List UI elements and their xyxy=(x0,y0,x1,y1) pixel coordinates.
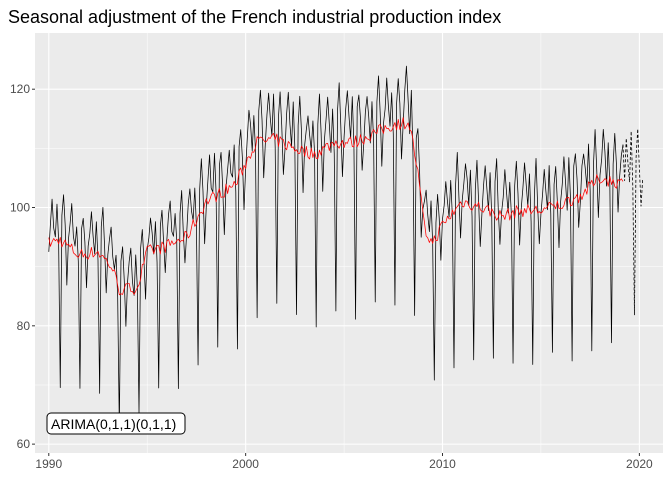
y-tick-label: 60 xyxy=(17,437,31,451)
grid-minor xyxy=(35,33,663,453)
y-tick-label: 100 xyxy=(10,201,30,215)
x-tick-label: 2010 xyxy=(429,457,456,471)
series-layer xyxy=(48,65,644,429)
x-tick-label: 2000 xyxy=(232,457,259,471)
y-tick-label: 120 xyxy=(10,82,30,96)
annotation-label: ARIMA(0,1,1)(0,1,1) xyxy=(51,416,176,432)
series-raw-line xyxy=(48,65,624,429)
series-adjusted-line xyxy=(48,117,624,296)
grid-major xyxy=(35,33,663,453)
x-tick-label: 1990 xyxy=(35,457,62,471)
y-tick-label: 80 xyxy=(17,319,31,333)
annotation-box xyxy=(46,412,186,435)
x-tick-label: 2020 xyxy=(626,457,653,471)
x-axis: 1990 2000 2010 2020 xyxy=(35,453,653,471)
chart-title: Seasonal adjustment of the French indust… xyxy=(8,7,501,27)
model-annotation: ARIMA(0,1,1)(0,1,1) xyxy=(46,412,186,435)
plot-panel xyxy=(35,33,663,453)
y-axis: 60 80 100 120 xyxy=(10,82,35,451)
